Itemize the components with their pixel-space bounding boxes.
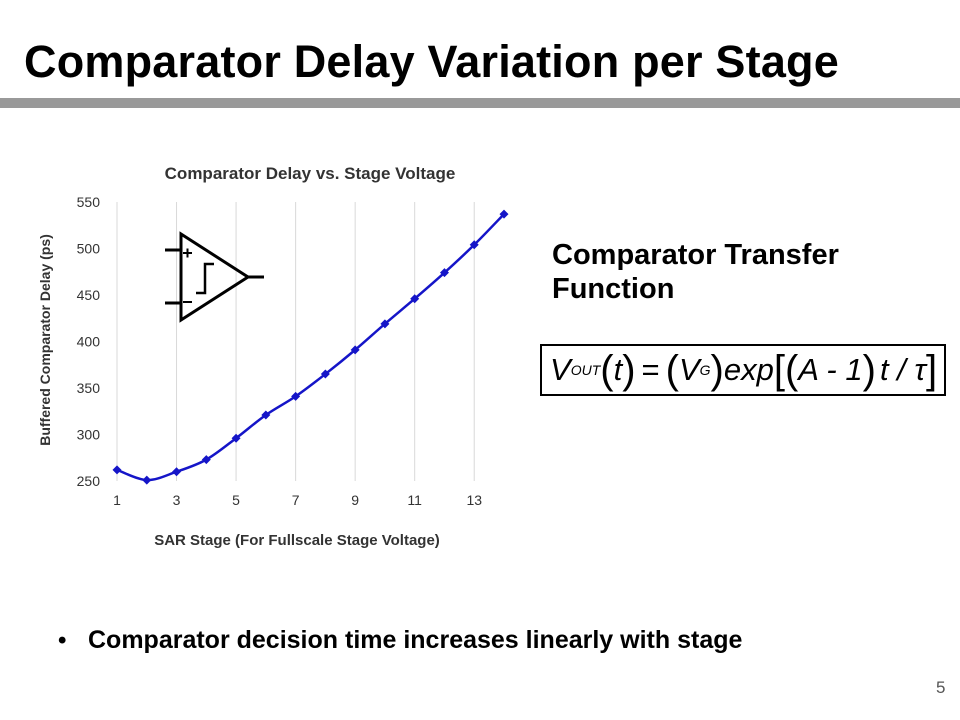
eq-tail: t / τ bbox=[879, 352, 926, 387]
x-tick-label: 9 bbox=[351, 492, 359, 508]
y-tick-label: 400 bbox=[77, 334, 101, 350]
x-tick-label: 1 bbox=[113, 492, 121, 508]
x-axis-label: SAR Stage (For Fullscale Stage Voltage) bbox=[154, 532, 440, 549]
data-point bbox=[291, 391, 301, 401]
bullet-dot-icon: • bbox=[58, 627, 67, 654]
y-tick-label: 350 bbox=[77, 380, 101, 396]
data-point bbox=[112, 465, 122, 475]
transfer-equation: V OUT (t) = (V G) exp [(A - 1) t / τ] bbox=[540, 344, 946, 396]
transfer-heading-line1: Comparator Transfer bbox=[552, 239, 839, 271]
data-point bbox=[350, 345, 360, 355]
eq-equals: = bbox=[641, 352, 660, 387]
transfer-function-heading: Comparator Transfer Function bbox=[552, 238, 932, 306]
data-point bbox=[201, 455, 211, 465]
bullet-item: • Comparator decision time increases lin… bbox=[58, 626, 742, 655]
transfer-heading-line2: Function bbox=[552, 273, 675, 305]
y-axis-label: Buffered Comparator Delay (ps) bbox=[37, 234, 53, 446]
data-point bbox=[261, 410, 271, 420]
data-point bbox=[320, 369, 330, 379]
y-tick-label: 250 bbox=[77, 473, 101, 489]
x-tick-label: 13 bbox=[466, 492, 482, 508]
data-point bbox=[439, 268, 449, 278]
y-tick-label: 550 bbox=[77, 194, 101, 210]
eq-g-subscript: G bbox=[699, 362, 711, 378]
eq-body: A - 1 bbox=[798, 352, 863, 387]
data-point bbox=[142, 475, 152, 485]
chart-title: Comparator Delay vs. Stage Voltage bbox=[165, 164, 456, 183]
y-tick-label: 450 bbox=[77, 287, 101, 303]
data-point bbox=[231, 433, 241, 443]
data-point bbox=[469, 240, 479, 250]
y-tick-label: 300 bbox=[77, 427, 101, 443]
data-point bbox=[380, 319, 390, 329]
bullet-text: Comparator decision time increases linea… bbox=[88, 626, 743, 654]
eq-vg: V bbox=[678, 352, 700, 387]
eq-vout: V bbox=[550, 352, 571, 387]
eq-t: t bbox=[613, 352, 623, 387]
x-tick-label: 5 bbox=[232, 492, 240, 508]
eq-exp: exp bbox=[723, 352, 774, 387]
series-layer bbox=[112, 209, 509, 485]
x-tick-label: 7 bbox=[292, 492, 300, 508]
x-tick-label: 3 bbox=[173, 492, 181, 508]
data-point bbox=[499, 209, 509, 219]
grid-lines bbox=[116, 202, 475, 481]
x-tick-label: 11 bbox=[407, 492, 422, 508]
data-point bbox=[172, 467, 182, 477]
y-tick-label: 500 bbox=[77, 241, 101, 257]
data-point bbox=[410, 294, 420, 304]
slide-number: 5 bbox=[936, 678, 946, 697]
series-line bbox=[116, 213, 505, 482]
comparator-symbol-icon bbox=[165, 231, 264, 323]
eq-out-subscript: OUT bbox=[570, 362, 601, 378]
slide-title: Comparator Delay Variation per Stage bbox=[24, 36, 839, 87]
title-divider bbox=[0, 98, 960, 108]
